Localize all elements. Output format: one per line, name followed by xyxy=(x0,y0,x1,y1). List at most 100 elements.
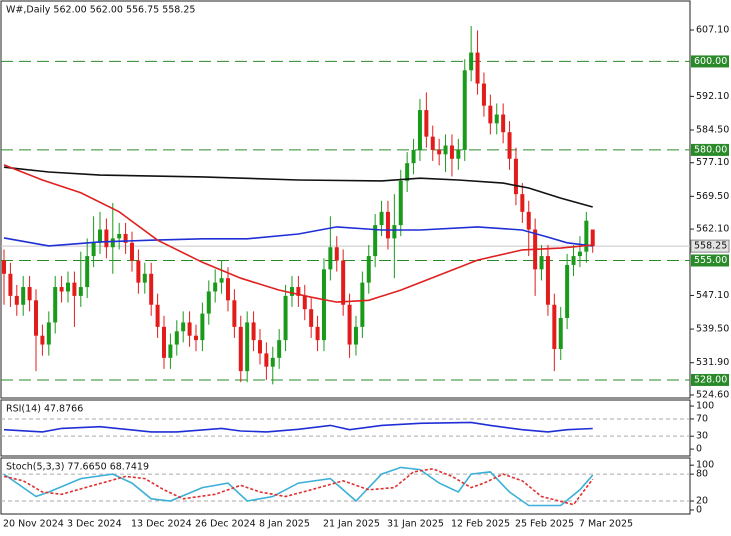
candle-body xyxy=(501,114,506,133)
candle-body xyxy=(123,233,128,243)
candle-body xyxy=(238,326,243,372)
candle-body xyxy=(353,326,358,345)
candle-body xyxy=(584,220,589,252)
y-tick-label: 70 xyxy=(696,413,708,424)
candle-body xyxy=(72,282,77,296)
candle-body xyxy=(437,149,442,155)
candle-body xyxy=(405,163,410,181)
y-tick-label: 524.60 xyxy=(696,389,729,400)
candle-body xyxy=(104,229,109,248)
candle-body xyxy=(590,229,595,247)
candle-body xyxy=(251,322,256,341)
panel-frame xyxy=(0,0,691,399)
candle-body xyxy=(257,340,262,354)
panel-title: RSI(14) 47.8766 xyxy=(6,404,83,415)
candle-body xyxy=(341,260,346,305)
candle-body xyxy=(283,295,288,341)
level-label-box xyxy=(691,143,729,156)
candle-body xyxy=(526,211,531,230)
candle-body xyxy=(443,145,448,155)
y-tick-label: 20 xyxy=(696,496,708,507)
candle-body xyxy=(513,158,518,195)
indicator-line xyxy=(3,226,593,247)
candle-body xyxy=(206,291,211,314)
candle-body xyxy=(321,269,326,341)
candle-body xyxy=(277,340,282,358)
x-tick-label: 3 Dec 2024 xyxy=(67,519,122,530)
candle-body xyxy=(149,273,154,305)
candle-body xyxy=(200,313,205,341)
candle-body xyxy=(481,83,486,106)
x-tick-label: 8 Jan 2025 xyxy=(259,519,310,530)
candle-body xyxy=(296,287,301,296)
candle-body xyxy=(334,247,339,261)
candle-body xyxy=(53,287,58,323)
candle-body xyxy=(494,114,499,124)
level-label-box xyxy=(691,373,729,386)
y-tick-label: 100 xyxy=(696,460,714,471)
candle-body xyxy=(14,295,19,305)
y-tick-label: 592.10 xyxy=(696,91,729,102)
candle-body xyxy=(213,282,218,292)
x-tick-label: 31 Jan 2025 xyxy=(387,519,444,530)
y-tick-label: 539.50 xyxy=(696,324,729,335)
candle-body xyxy=(520,194,525,212)
y-tick-label: 569.50 xyxy=(696,191,729,202)
candle-body xyxy=(21,287,26,305)
candle-body xyxy=(289,287,294,296)
y-tick-label: 584.50 xyxy=(696,125,729,136)
level-label-box xyxy=(691,254,729,267)
candle-body xyxy=(193,335,198,341)
last-price-label: 558.25 xyxy=(694,241,727,252)
candle-body xyxy=(392,225,397,239)
x-tick-label: 20 Nov 2024 xyxy=(3,519,64,530)
candle-body xyxy=(328,247,333,270)
candle-body xyxy=(507,132,512,159)
panel-title: W#,Daily 562.00 562.00 556.75 558.25 xyxy=(6,5,195,16)
candle-body xyxy=(565,264,570,319)
x-tick-label: 25 Feb 2025 xyxy=(515,519,574,530)
candle-body xyxy=(411,149,416,164)
candle-body xyxy=(309,309,314,327)
candle-body xyxy=(488,105,493,124)
candle-body xyxy=(373,225,378,257)
x-tick-label: 13 Dec 2024 xyxy=(131,519,192,530)
panel-frame xyxy=(0,399,691,457)
y-tick-label: 547.10 xyxy=(696,290,729,301)
candle-body xyxy=(110,238,115,248)
candle-body xyxy=(161,326,166,358)
candle-body xyxy=(558,318,563,349)
candle-body xyxy=(245,322,250,372)
candle-body xyxy=(181,322,186,332)
y-tick-label: 607.10 xyxy=(696,25,729,36)
x-tick-label: 21 Jan 2025 xyxy=(323,519,380,530)
panel-frame xyxy=(0,457,691,515)
candle-body xyxy=(449,145,454,159)
y-tick-label: 80 xyxy=(696,469,708,480)
candle-body xyxy=(187,322,192,336)
candle-body xyxy=(59,287,64,292)
candle-body xyxy=(142,273,147,283)
candle-body xyxy=(46,322,51,345)
candle-body xyxy=(85,256,90,288)
candle-body xyxy=(8,273,13,296)
candle-body xyxy=(232,300,237,327)
last-price-box xyxy=(690,239,730,253)
indicator-line xyxy=(3,467,594,506)
level-label: 528.00 xyxy=(694,374,727,385)
candle-body xyxy=(366,256,371,283)
candle-body xyxy=(40,335,45,345)
candle-body xyxy=(136,260,141,283)
candle-body xyxy=(469,52,474,71)
candle-body xyxy=(315,326,320,341)
y-tick-label: 577.10 xyxy=(696,157,729,168)
candle-body xyxy=(424,110,429,137)
candle-body xyxy=(97,229,102,243)
indicator-line xyxy=(3,164,593,303)
y-tick-label: 100 xyxy=(696,401,714,412)
candle-body xyxy=(552,304,557,349)
candle-body xyxy=(117,233,122,239)
candle-body xyxy=(27,287,32,301)
candle-body xyxy=(462,70,467,150)
